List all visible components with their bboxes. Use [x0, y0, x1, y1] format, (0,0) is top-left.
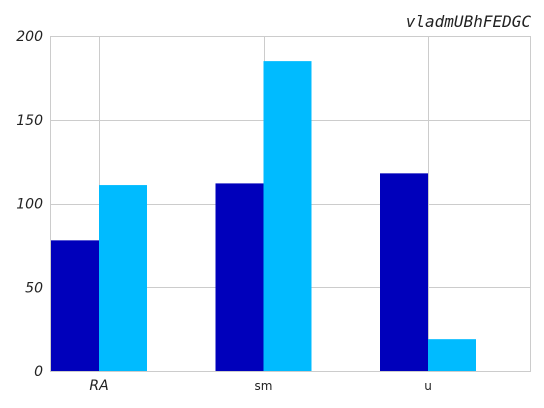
- plot-frame: [50, 36, 531, 372]
- bar-sm-series-1: [215, 183, 264, 371]
- y-tick-label: 200: [16, 29, 43, 45]
- y-tick-label: 50: [25, 280, 43, 296]
- chart-title: vladmUBhFEDGC: [406, 12, 532, 31]
- x-tick-labels: RA sm u: [89, 378, 431, 394]
- y-tick-label: 150: [16, 113, 43, 129]
- y-tick-label: 0: [34, 364, 43, 380]
- x-tick-label: u: [424, 379, 432, 393]
- y-tick-label: 100: [16, 197, 43, 213]
- y-tick-labels: 0 50 100 150 200: [16, 29, 43, 380]
- bar-sm-series-2: [263, 61, 312, 371]
- bars: [51, 61, 476, 371]
- bar-RA-series-1: [51, 240, 99, 371]
- bar-RA-series-2: [99, 185, 147, 371]
- bar-u-series-2: [428, 339, 476, 371]
- x-tick-label: RA: [89, 378, 108, 394]
- x-tick-label: sm: [255, 379, 273, 393]
- bar-u-series-1: [380, 173, 428, 371]
